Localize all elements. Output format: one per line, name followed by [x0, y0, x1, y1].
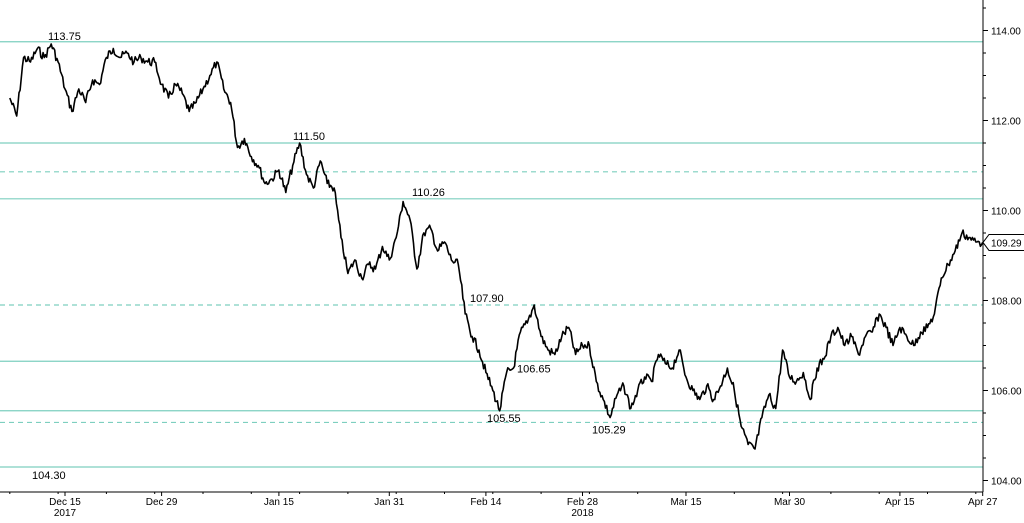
reference-label: 106.65	[517, 363, 551, 375]
year-label: 2018	[571, 508, 594, 518]
y-tick-label: 114.00	[991, 27, 1021, 38]
x-tick-label: Dec 29	[146, 497, 178, 508]
x-tick-label: Apr 27	[968, 497, 998, 508]
reference-labels: 113.75 111.50 110.26 107.90 106.65 105.55 105.…	[32, 31, 626, 482]
y-tick-label: 112.00	[991, 117, 1021, 128]
reference-label: 105.55	[487, 413, 521, 425]
x-tick-label: Jan 15	[264, 497, 294, 508]
x-tick-label: Feb 28	[567, 497, 599, 508]
reference-label: 105.29	[592, 424, 626, 436]
x-tick-label: Jan 31	[374, 497, 404, 508]
reference-label: 113.75	[48, 31, 81, 43]
y-tick-label: 104.00	[991, 477, 1022, 488]
last-value-label: 109.29	[991, 238, 1022, 249]
x-tick-label: Apr 15	[885, 497, 915, 508]
reference-lines	[0, 41, 983, 468]
x-tick-label: Mar 30	[774, 497, 806, 508]
y-tick-label: 108.00	[991, 297, 1022, 308]
x-tick-label: Feb 14	[470, 497, 502, 508]
y-tick-label: 106.00	[991, 387, 1022, 398]
y-tick-label: 110.00	[991, 207, 1021, 218]
reference-label: 107.90	[470, 293, 504, 305]
reference-label: 111.50	[293, 131, 325, 143]
price-line	[9, 43, 984, 450]
reference-label: 110.26	[412, 187, 445, 199]
year-label: 2017	[54, 508, 77, 518]
last-value-box	[982, 233, 1024, 251]
x-tick-label: Mar 15	[670, 497, 702, 508]
x-tick-label: Dec 15	[49, 497, 81, 508]
reference-label: 104.30	[32, 470, 66, 482]
price-series	[9, 43, 984, 450]
